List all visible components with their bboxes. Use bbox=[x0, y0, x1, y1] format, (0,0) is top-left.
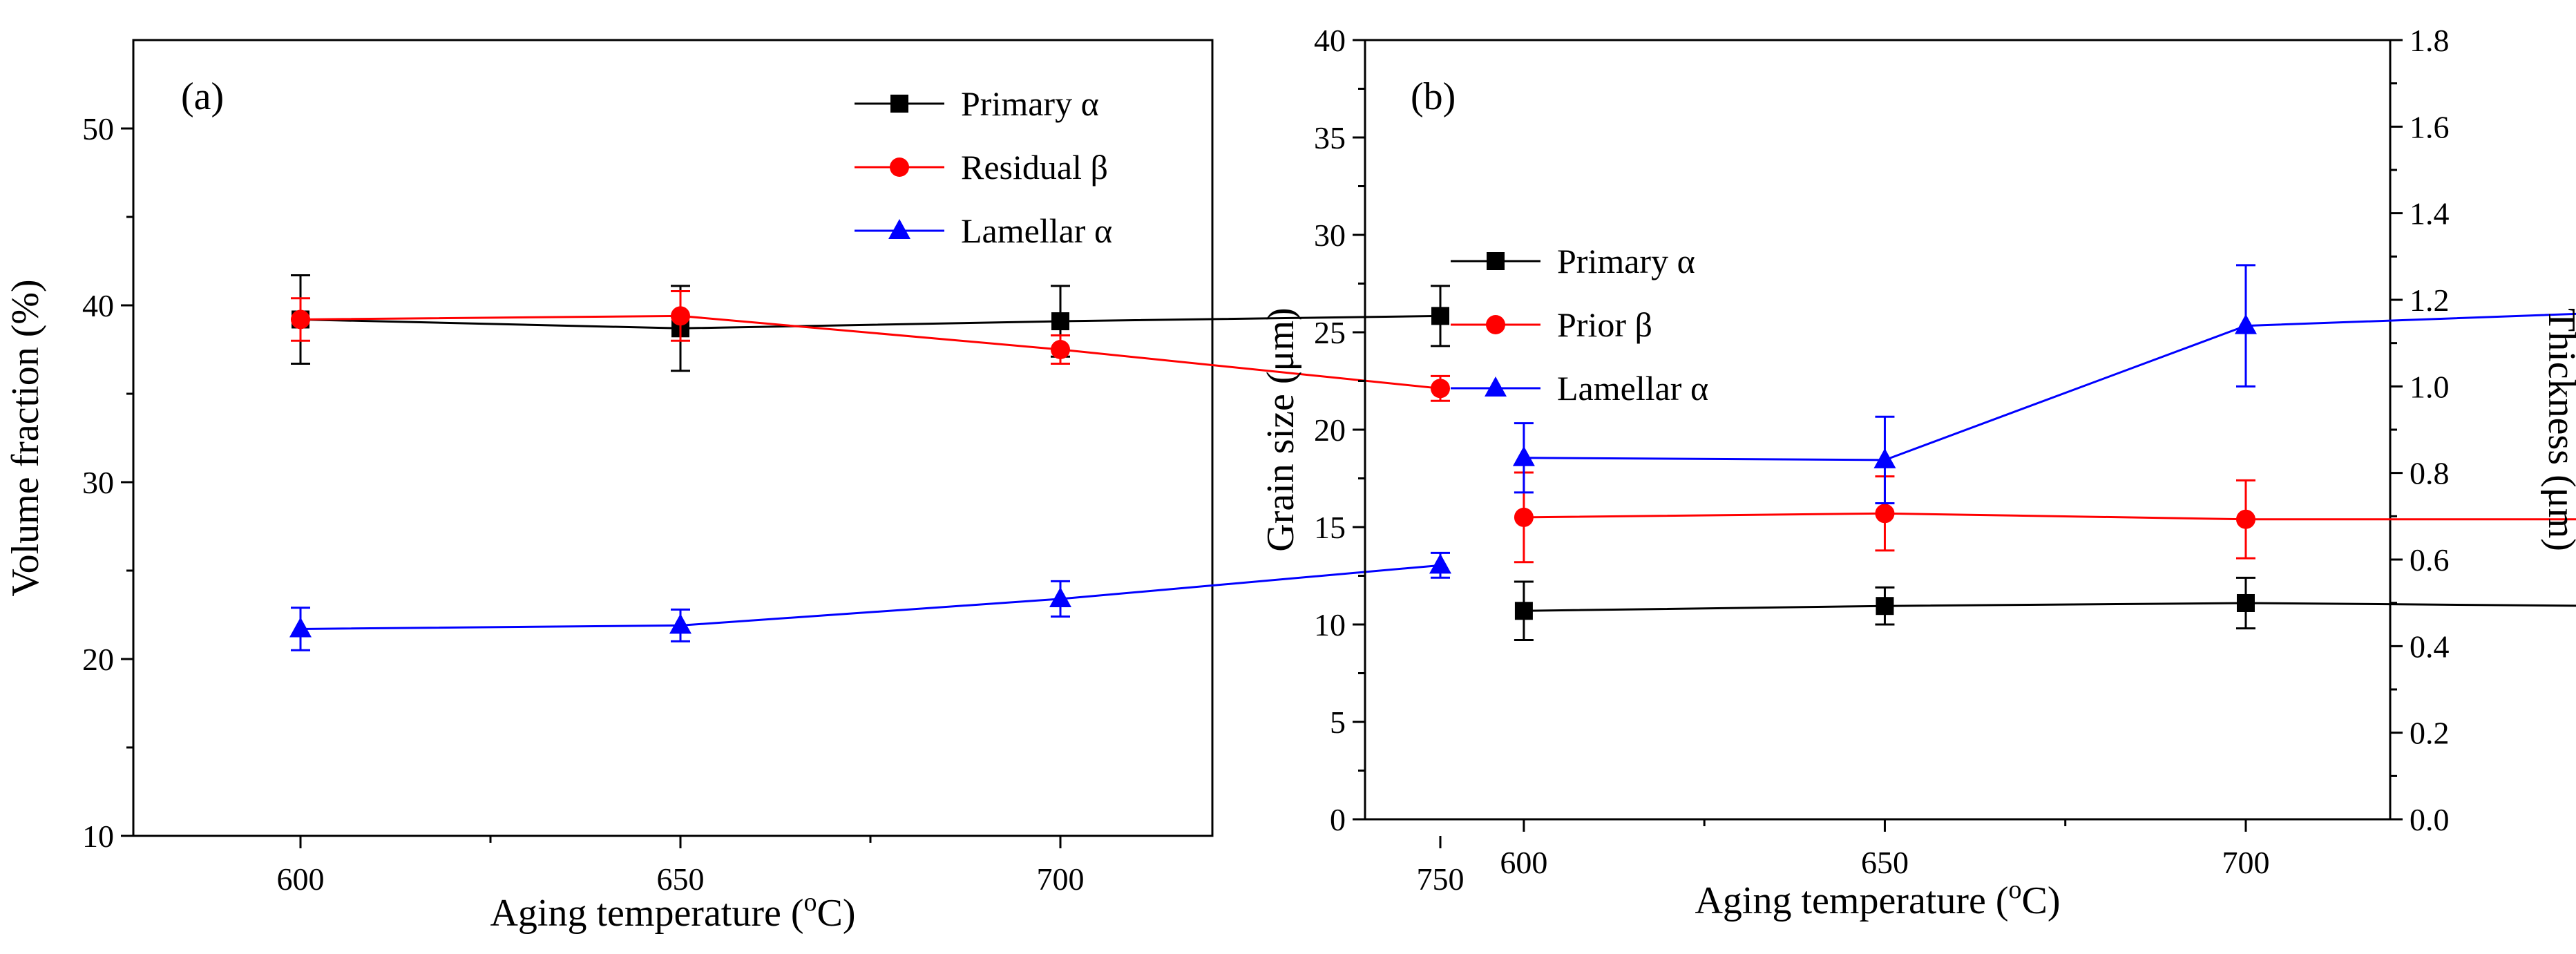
legend-label: Prior β bbox=[1557, 305, 1652, 344]
y-tick-label: 15 bbox=[1314, 510, 1346, 545]
series-line bbox=[1523, 312, 2576, 461]
x-tick-label: 700 bbox=[2222, 845, 2269, 880]
plot-frame bbox=[132, 39, 1214, 837]
y-tick-label: 10 bbox=[1314, 607, 1346, 642]
x-tick-label: 600 bbox=[277, 861, 325, 897]
data-point bbox=[2236, 593, 2255, 612]
series-Primary-α bbox=[291, 274, 1450, 372]
series-Primary-α bbox=[1514, 576, 2576, 642]
legend-label: Lamellar α bbox=[1557, 369, 1708, 408]
data-point bbox=[1049, 586, 1071, 607]
y2-tick-label: 1.8 bbox=[2410, 23, 2450, 58]
legend-marker bbox=[1487, 252, 1505, 270]
data-point bbox=[2234, 314, 2257, 334]
y2-tick-label: 0.8 bbox=[2410, 456, 2450, 491]
series-Residual-β bbox=[291, 290, 1450, 402]
legend-entry: Primary α bbox=[855, 84, 1099, 123]
x-tick-label: 700 bbox=[1037, 861, 1085, 897]
y-axis-title: Grain size (μm) bbox=[1259, 307, 1302, 551]
data-point bbox=[1051, 340, 1070, 359]
legend-marker bbox=[890, 95, 908, 113]
data-point bbox=[291, 309, 310, 330]
data-point bbox=[1431, 379, 1450, 399]
series-Lamellar-α bbox=[289, 551, 1451, 651]
y-tick-label: 5 bbox=[1330, 705, 1346, 740]
legend-entry: Residual β bbox=[855, 148, 1108, 187]
x-tick-label: 750 bbox=[1417, 861, 1464, 897]
legend-entry: Prior β bbox=[1451, 305, 1652, 344]
series-line bbox=[1523, 512, 2576, 521]
data-point bbox=[1875, 504, 1895, 524]
data-point bbox=[1051, 312, 1069, 331]
legend-label: Primary α bbox=[1557, 242, 1695, 280]
x-tick-label: 600 bbox=[1500, 845, 1547, 880]
chart-panel-b: 600 650 700 750 0 5 10 15 20 25 30 35 40 0.0 0.2 0.4 0.6… bbox=[1259, 23, 2576, 922]
legend-marker bbox=[890, 158, 909, 177]
data-point bbox=[1429, 553, 1451, 574]
legend-label: Primary α bbox=[961, 84, 1099, 123]
y2-tick-label: 0.0 bbox=[2410, 802, 2450, 837]
y-tick-label: 35 bbox=[1314, 120, 1346, 155]
panel-label: (b) bbox=[1411, 75, 1456, 118]
y-tick-label: 10 bbox=[82, 819, 114, 854]
data-point bbox=[669, 613, 691, 634]
data-point bbox=[1876, 597, 1894, 616]
y-tick-label: 30 bbox=[82, 465, 114, 500]
y2-tick-label: 1.4 bbox=[2410, 196, 2450, 231]
y-tick-label: 40 bbox=[1314, 23, 1346, 58]
y-tick-label: 20 bbox=[82, 642, 114, 677]
data-point bbox=[671, 306, 690, 326]
y-tick-label: 30 bbox=[1314, 218, 1346, 253]
legend-marker bbox=[1485, 376, 1507, 397]
data-point bbox=[1431, 307, 1449, 325]
legend-label: Residual β bbox=[961, 148, 1108, 187]
y2-tick-label: 0.2 bbox=[2410, 716, 2450, 751]
y2-axis-title: Thickness (μm) bbox=[2540, 308, 2576, 551]
panel-label: (a) bbox=[181, 75, 224, 118]
y-tick-label: 50 bbox=[82, 111, 114, 146]
x-tick-label: 650 bbox=[1861, 845, 1909, 880]
y2-tick-label: 1.2 bbox=[2410, 283, 2450, 318]
series-Lamellar-α bbox=[1512, 264, 2576, 505]
legend-entry: Lamellar α bbox=[855, 211, 1112, 250]
y-tick-label: 20 bbox=[1314, 412, 1346, 448]
data-point bbox=[2235, 509, 2255, 529]
data-point bbox=[289, 617, 312, 638]
x-axis-title: Aging temperature (oC) bbox=[490, 888, 855, 935]
y2-tick-label: 1.0 bbox=[2410, 369, 2450, 404]
y2-tick-label: 0.4 bbox=[2410, 629, 2450, 664]
legend-entry: Lamellar α bbox=[1451, 369, 1708, 408]
legend-marker bbox=[888, 219, 910, 239]
y-tick-label: 25 bbox=[1314, 315, 1346, 350]
series-line bbox=[1523, 602, 2576, 612]
legend-entry: Primary α bbox=[1451, 242, 1695, 280]
legend-marker bbox=[1486, 315, 1505, 334]
y2-tick-label: 0.6 bbox=[2410, 542, 2450, 578]
data-point bbox=[1512, 446, 1535, 466]
x-tick-label: 650 bbox=[657, 861, 705, 897]
legend-label: Lamellar α bbox=[961, 211, 1112, 250]
data-point bbox=[1873, 448, 1896, 468]
plot-frame bbox=[1364, 39, 2392, 821]
series-line bbox=[300, 564, 1441, 630]
data-point bbox=[1514, 602, 1533, 620]
series-line bbox=[300, 314, 1441, 390]
y-tick-label: 40 bbox=[82, 288, 114, 323]
y2-tick-label: 1.6 bbox=[2410, 109, 2450, 144]
y-tick-label: 0 bbox=[1330, 802, 1346, 837]
y-axis-title: Volume fraction (%) bbox=[4, 279, 47, 596]
series-line bbox=[300, 314, 1441, 330]
data-point bbox=[1514, 507, 1534, 527]
series-Prior-β bbox=[1514, 471, 2576, 564]
x-axis-title: Aging temperature (oC) bbox=[1695, 875, 2060, 922]
